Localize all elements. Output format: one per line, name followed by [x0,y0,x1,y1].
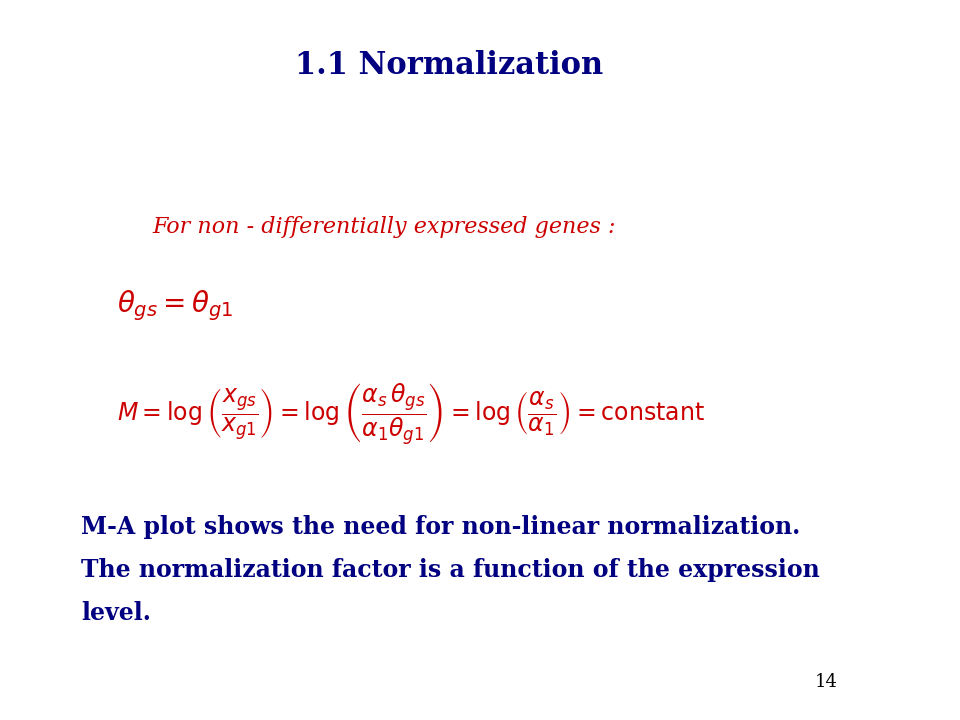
Text: 14: 14 [815,673,838,691]
Text: level.: level. [81,601,151,625]
Text: $\theta_{gs} = \theta_{g1}$: $\theta_{gs} = \theta_{g1}$ [117,288,233,323]
Text: 1.1 Normalization: 1.1 Normalization [295,50,603,81]
Text: $M = \log\left(\dfrac{x_{gs}}{x_{g1}}\right) = \log\left(\dfrac{\alpha_s\,\theta: $M = \log\left(\dfrac{x_{gs}}{x_{g1}}\ri… [117,382,705,447]
Text: The normalization factor is a function of the expression: The normalization factor is a function o… [81,558,820,582]
Text: M-A plot shows the need for non-linear normalization.: M-A plot shows the need for non-linear n… [81,515,800,539]
Text: For non - differentially expressed genes :: For non - differentially expressed genes… [153,216,616,238]
